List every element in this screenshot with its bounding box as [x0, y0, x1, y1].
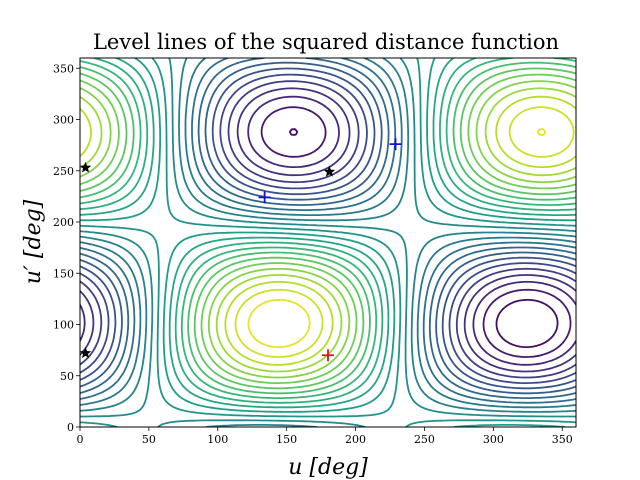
contour-line — [289, 128, 559, 348]
y-tick-label: 100 — [53, 319, 74, 332]
contour-line — [260, 106, 572, 358]
x-tick-label: 150 — [276, 433, 297, 446]
contour-line — [80, 58, 576, 399]
contour-line — [80, 80, 576, 379]
contour-line — [80, 58, 576, 404]
contour-line — [80, 73, 576, 384]
y-tick-label: 50 — [60, 370, 74, 383]
contour-line — [80, 58, 576, 409]
chart-title: Level lines of the squared distance func… — [93, 30, 559, 54]
y-tick-label: 350 — [53, 62, 74, 75]
contour-line — [80, 73, 576, 384]
contour-line — [234, 106, 575, 358]
contour-line — [80, 58, 576, 427]
contour-lines — [80, 58, 576, 427]
x-tick-label: 100 — [207, 433, 228, 446]
contour-line — [80, 95, 576, 366]
y-tick-label: 300 — [53, 114, 74, 127]
contour-line — [80, 58, 576, 409]
y-tick-label: 200 — [53, 216, 74, 229]
contour-line — [80, 95, 576, 366]
y-axis-label: u′ [deg] — [21, 199, 46, 284]
contour-line — [80, 61, 576, 395]
y-tick-label: 0 — [67, 421, 74, 434]
contour-line — [80, 87, 576, 373]
contour-line — [80, 67, 576, 390]
plot-frame — [79, 57, 577, 428]
contour-line — [80, 61, 576, 395]
y-axis: 0 50 100 150 200 250 300 350 — [53, 62, 80, 434]
minimum-plus-marker — [322, 349, 334, 362]
x-tick-label: 0 — [77, 433, 84, 446]
saddle-plus-marker — [258, 191, 271, 204]
maximum-star-marker — [79, 347, 92, 359]
maximum-star-marker — [79, 161, 92, 173]
x-tick-label: 50 — [142, 433, 156, 446]
saddle-plus-marker — [389, 138, 402, 151]
contour-line — [80, 87, 576, 373]
contour-line — [247, 128, 547, 348]
y-tick-label: 150 — [53, 267, 74, 280]
contour-line — [80, 58, 576, 404]
x-tick-label: 250 — [414, 433, 435, 446]
x-axis-label: u [deg] — [288, 455, 368, 480]
contour-line — [80, 58, 576, 427]
contour-line — [80, 80, 576, 379]
contour-line — [80, 58, 576, 399]
x-tick-label: 200 — [345, 433, 366, 446]
x-tick-label: 350 — [552, 433, 573, 446]
x-tick-label: 300 — [483, 433, 504, 446]
maximum-star-marker — [323, 165, 336, 177]
y-tick-label: 250 — [53, 165, 74, 178]
contour-line — [80, 67, 576, 390]
critical-points — [79, 138, 402, 362]
x-axis: 0 50 100 150 200 250 300 350 — [77, 427, 573, 446]
